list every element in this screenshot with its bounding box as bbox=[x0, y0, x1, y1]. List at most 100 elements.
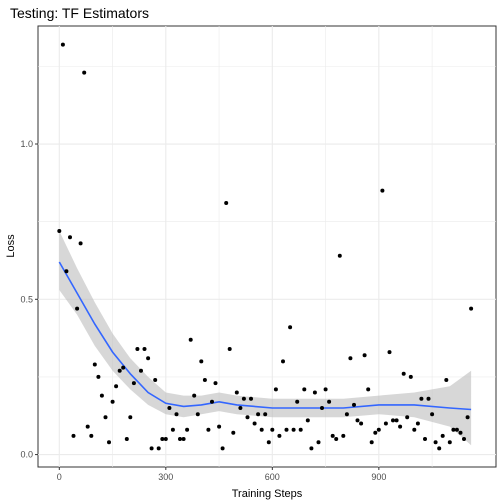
data-point bbox=[82, 70, 87, 75]
data-point bbox=[330, 433, 335, 438]
data-point bbox=[458, 430, 463, 435]
data-point bbox=[391, 418, 395, 423]
data-point bbox=[107, 440, 111, 445]
data-point bbox=[305, 418, 310, 423]
data-point bbox=[170, 427, 175, 432]
data-point bbox=[149, 446, 154, 451]
data-point bbox=[85, 424, 90, 429]
data-point bbox=[344, 412, 349, 417]
data-point bbox=[440, 433, 445, 438]
data-point bbox=[405, 415, 410, 420]
data-point bbox=[188, 337, 193, 342]
data-point bbox=[320, 406, 324, 410]
data-point bbox=[348, 356, 353, 361]
data-point bbox=[341, 433, 346, 438]
data-point bbox=[433, 440, 438, 445]
x-axis-ticks: 0 300 600 900 bbox=[57, 467, 386, 482]
data-point bbox=[362, 353, 367, 358]
data-point bbox=[266, 440, 271, 445]
data-point bbox=[156, 446, 161, 451]
data-point bbox=[227, 347, 232, 351]
data-point bbox=[366, 387, 371, 392]
y-tick-label: 1.0 bbox=[20, 139, 33, 149]
data-point bbox=[245, 415, 250, 420]
data-point bbox=[451, 427, 456, 432]
data-point bbox=[401, 371, 406, 376]
data-point bbox=[284, 427, 289, 432]
data-point bbox=[220, 446, 225, 451]
data-point bbox=[89, 433, 94, 438]
data-point bbox=[153, 378, 158, 382]
data-point bbox=[359, 421, 364, 426]
data-point bbox=[71, 433, 76, 438]
data-point bbox=[355, 418, 360, 423]
data-point bbox=[337, 253, 342, 258]
data-point bbox=[334, 437, 339, 441]
data-point bbox=[213, 381, 218, 386]
data-point bbox=[298, 427, 303, 432]
data-point bbox=[167, 406, 172, 410]
data-point bbox=[273, 387, 278, 392]
data-point bbox=[309, 446, 314, 451]
smooth-line-group bbox=[58, 261, 472, 411]
data-point bbox=[78, 241, 83, 246]
x-tick-label: 300 bbox=[158, 472, 173, 482]
data-point bbox=[426, 396, 431, 401]
data-point bbox=[412, 427, 417, 432]
data-point bbox=[121, 365, 126, 370]
x-tick-label: 900 bbox=[371, 472, 386, 482]
y-tick-label: 0.0 bbox=[20, 450, 33, 460]
data-point bbox=[178, 437, 182, 441]
data-point bbox=[447, 440, 452, 445]
y-axis-title: Loss bbox=[5, 234, 17, 258]
data-point bbox=[249, 396, 253, 401]
data-point bbox=[75, 306, 80, 311]
data-point bbox=[238, 406, 243, 410]
data-point bbox=[92, 362, 97, 367]
y-axis-ticks: 0.0 0.5 1.0 bbox=[20, 139, 38, 460]
data-point bbox=[398, 424, 403, 429]
data-point bbox=[256, 412, 261, 417]
data-point bbox=[465, 415, 470, 420]
smooth-line bbox=[58, 261, 472, 411]
data-point bbox=[263, 412, 268, 417]
data-point bbox=[373, 430, 378, 435]
data-point bbox=[68, 235, 72, 240]
data-point bbox=[181, 437, 186, 441]
data-point bbox=[174, 412, 179, 417]
data-point bbox=[96, 374, 101, 379]
data-point bbox=[352, 402, 356, 407]
data-point bbox=[99, 393, 104, 398]
data-point bbox=[469, 306, 474, 311]
data-point bbox=[437, 446, 442, 451]
data-point bbox=[252, 421, 257, 426]
data-point bbox=[217, 424, 222, 429]
data-point bbox=[277, 433, 282, 438]
data-point bbox=[323, 387, 328, 392]
data-point bbox=[281, 359, 285, 364]
x-axis-title: Training Steps bbox=[232, 488, 303, 500]
data-point bbox=[241, 396, 246, 401]
data-point bbox=[202, 378, 207, 382]
data-point bbox=[380, 188, 385, 193]
data-point bbox=[408, 374, 413, 379]
data-point bbox=[131, 381, 136, 386]
data-point bbox=[383, 421, 388, 426]
data-point bbox=[312, 390, 317, 395]
data-point bbox=[444, 378, 449, 382]
data-point bbox=[231, 430, 236, 435]
data-point bbox=[114, 384, 119, 389]
data-point bbox=[160, 437, 165, 441]
data-point bbox=[195, 412, 200, 417]
data-point bbox=[295, 399, 300, 404]
data-point bbox=[128, 415, 133, 420]
data-point bbox=[185, 427, 190, 432]
data-point bbox=[139, 368, 143, 373]
data-point bbox=[387, 350, 392, 355]
x-tick-label: 0 bbox=[57, 472, 62, 482]
data-point bbox=[199, 359, 204, 364]
data-point bbox=[419, 396, 424, 401]
data-point bbox=[327, 399, 332, 404]
data-point bbox=[423, 437, 427, 441]
data-point bbox=[60, 42, 65, 47]
